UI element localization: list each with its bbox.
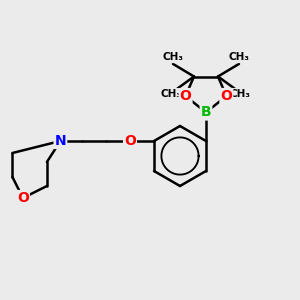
Text: B: B (201, 106, 211, 119)
Text: CH₃: CH₃ (161, 89, 182, 99)
Text: O: O (17, 191, 29, 205)
Text: CH₃: CH₃ (163, 52, 184, 62)
Text: CH₃: CH₃ (230, 89, 251, 99)
Text: CH₃: CH₃ (229, 52, 250, 62)
Text: O: O (180, 89, 191, 103)
Text: O: O (124, 134, 136, 148)
Text: O: O (220, 89, 232, 103)
Text: N: N (55, 134, 66, 148)
